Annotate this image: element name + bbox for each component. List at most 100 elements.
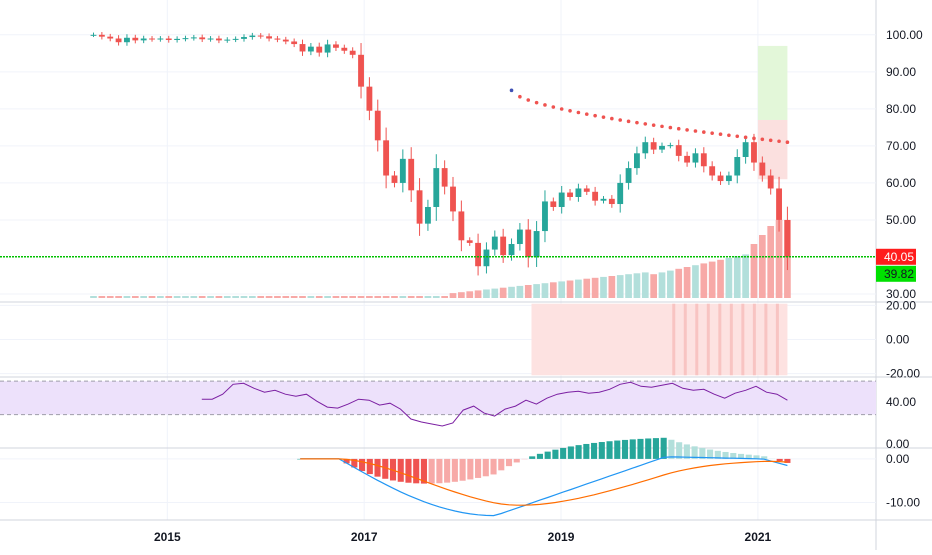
volume-bar	[316, 296, 323, 298]
volume-bar	[132, 296, 139, 298]
candle-body	[467, 240, 473, 243]
volume-bar	[249, 296, 256, 298]
volume-bar	[450, 293, 457, 298]
macd-histogram-bar	[429, 459, 435, 484]
macd-histogram-bar	[599, 442, 605, 459]
candle-body	[768, 176, 774, 189]
volume-bar	[558, 281, 565, 298]
candle-body	[249, 36, 255, 37]
candle-body	[776, 188, 782, 219]
candle-body	[442, 168, 448, 187]
volume-bar	[416, 296, 423, 298]
osc-bar	[776, 304, 779, 376]
macd-histogram-bar	[514, 459, 520, 463]
volume-bar	[517, 286, 524, 298]
candle-body	[601, 199, 607, 201]
oscillator-pane[interactable]	[532, 304, 788, 376]
candle-body	[693, 153, 699, 162]
candle-body	[124, 38, 130, 42]
candle-body	[584, 188, 590, 191]
macd-histogram-bar	[398, 459, 404, 482]
volume-bar	[341, 296, 348, 298]
candle-body	[132, 38, 138, 41]
x-tick-label: 2021	[745, 530, 772, 544]
candle-body	[458, 211, 464, 240]
volume-bar	[726, 258, 733, 298]
candle-body	[484, 250, 490, 267]
sar-dot	[635, 121, 639, 125]
candle-body	[517, 230, 523, 244]
volume-bar	[734, 256, 741, 298]
volume-bar	[399, 296, 406, 298]
volume-bar	[466, 291, 473, 298]
volume-bar	[542, 283, 549, 298]
candle-body	[525, 230, 531, 257]
candle-body	[759, 163, 765, 176]
candle-body	[99, 35, 105, 37]
candle-body	[216, 39, 222, 41]
volume-bar	[458, 292, 465, 298]
volume-bar	[425, 296, 432, 298]
rsi-pane[interactable]	[0, 381, 876, 426]
osc-bar	[764, 304, 767, 376]
volume-bar	[232, 296, 239, 298]
candle-body	[575, 188, 581, 197]
osc-tick-label: 0.00	[886, 333, 910, 347]
sar-dot	[677, 127, 681, 131]
candle-body	[542, 201, 548, 231]
volume-bar	[634, 273, 641, 298]
volume-bar	[107, 296, 114, 298]
sar-dot	[735, 135, 739, 139]
volume-bar	[324, 296, 331, 298]
candle-body	[291, 41, 297, 44]
volume-bar	[374, 296, 381, 298]
price-tick-label: 90.00	[886, 65, 916, 79]
candle-body	[634, 153, 640, 168]
candle-body	[208, 39, 214, 40]
osc-bar	[753, 304, 756, 376]
macd-histogram-bar	[777, 459, 783, 461]
macd-histogram-bar	[537, 454, 543, 459]
x-tick-label: 2019	[548, 530, 575, 544]
macd-histogram-bar	[359, 459, 365, 471]
candle-body	[642, 142, 648, 153]
candle-body	[417, 190, 423, 223]
sar-dot	[669, 126, 673, 130]
sar-dot	[568, 109, 572, 113]
volume-bar	[433, 296, 440, 298]
candle-body	[718, 176, 724, 182]
candle-body	[425, 207, 431, 224]
osc-bar	[684, 304, 687, 376]
macd-histogram-bar	[374, 459, 380, 477]
sar-dot	[577, 111, 581, 115]
candle-body	[283, 40, 289, 42]
sar-dot	[627, 120, 631, 124]
volume-bar	[700, 263, 707, 298]
candle-body	[701, 153, 707, 166]
volume-bar	[216, 296, 223, 298]
osc-bar	[718, 304, 721, 376]
sar-dot	[643, 122, 647, 126]
macd-tick-label: -10.00	[886, 496, 920, 510]
candle-body	[433, 168, 439, 207]
candle-body	[534, 231, 540, 257]
volume-bar	[383, 296, 390, 298]
macd-histogram-bar	[568, 446, 574, 458]
candle-body	[383, 140, 389, 175]
macd-histogram-bar	[367, 459, 373, 474]
macd-pane[interactable]	[297, 438, 790, 516]
volume-bar	[165, 296, 172, 298]
osc-tick-label: 20.00	[886, 298, 916, 312]
volume-bar	[174, 296, 181, 298]
price-tick-label: 70.00	[886, 139, 916, 153]
candle-body	[559, 193, 565, 207]
sar-dot	[593, 114, 597, 118]
candle-body	[400, 159, 406, 183]
candle-body	[375, 111, 381, 141]
candle-body	[266, 36, 272, 38]
macd-histogram-bar	[560, 448, 566, 459]
price-tick-label: 60.00	[886, 176, 916, 190]
volume-bar	[600, 277, 607, 298]
